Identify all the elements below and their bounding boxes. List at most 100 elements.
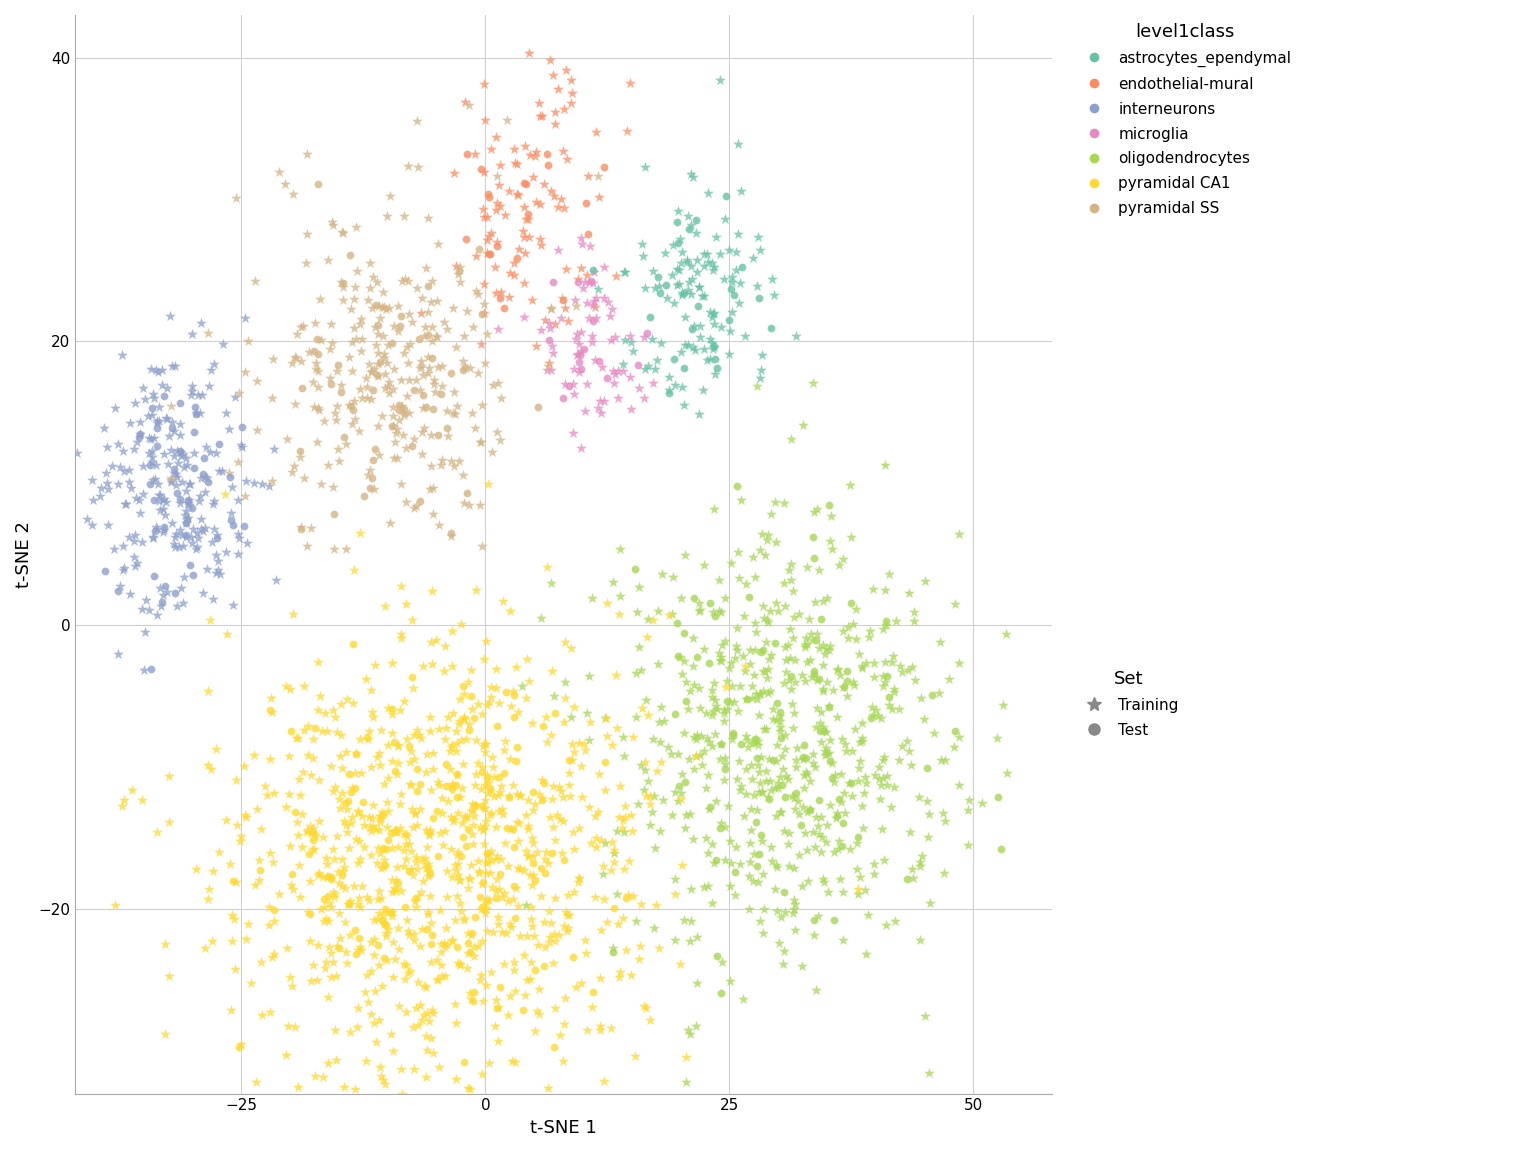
Point (536, 854, 561, 872)
Point (826, 832, 851, 850)
Point (146, 412, 170, 431)
Point (533, 864, 558, 882)
Point (224, 771, 249, 789)
Point (197, 880, 221, 899)
Point (324, 967, 349, 985)
Point (498, 182, 522, 200)
Point (468, 335, 493, 354)
Point (536, 933, 561, 952)
Point (567, 869, 591, 887)
Point (386, 737, 410, 756)
Point (511, 222, 536, 241)
Point (813, 746, 837, 765)
Point (172, 568, 197, 586)
Point (799, 626, 823, 644)
Point (831, 931, 856, 949)
Point (307, 290, 332, 309)
Point (633, 760, 657, 779)
Point (458, 990, 482, 1008)
Point (538, 313, 562, 332)
Point (748, 541, 773, 560)
Point (190, 584, 215, 602)
Point (453, 836, 478, 855)
Point (143, 518, 167, 537)
Point (341, 401, 366, 419)
Point (806, 817, 831, 835)
Point (366, 366, 390, 385)
Point (727, 294, 751, 312)
Point (866, 707, 891, 726)
Point (753, 546, 777, 564)
Point (621, 342, 645, 361)
Point (419, 272, 444, 290)
Point (783, 758, 808, 776)
Point (608, 539, 633, 558)
Point (183, 540, 207, 559)
Point (149, 597, 174, 615)
Point (759, 506, 783, 524)
Point (343, 779, 367, 797)
Point (226, 545, 250, 563)
Point (455, 145, 479, 164)
Point (642, 279, 667, 297)
Point (160, 418, 184, 437)
Point (101, 540, 126, 559)
Point (144, 456, 169, 475)
Point (751, 609, 776, 628)
Point (347, 888, 372, 907)
Point (495, 819, 519, 838)
Point (117, 461, 141, 479)
Point (633, 279, 657, 297)
Point (306, 174, 330, 192)
Point (748, 912, 773, 931)
Point (147, 501, 172, 520)
Point (475, 244, 499, 263)
Point (386, 919, 410, 938)
Point (794, 765, 819, 783)
Point (124, 432, 149, 450)
Point (542, 115, 567, 134)
Point (289, 318, 313, 336)
Point (559, 93, 584, 112)
Point (442, 457, 467, 476)
Point (763, 880, 788, 899)
Point (257, 897, 281, 916)
Point (734, 690, 759, 708)
Point (366, 325, 390, 343)
Point (131, 532, 155, 551)
Point (530, 790, 554, 809)
Point (346, 940, 370, 958)
Point (333, 879, 358, 897)
Point (364, 336, 389, 355)
Point (481, 376, 505, 394)
Point (568, 259, 593, 278)
Point (591, 1073, 616, 1091)
Point (802, 925, 826, 943)
Point (535, 707, 559, 726)
Point (475, 890, 499, 909)
Point (783, 894, 808, 912)
Point (393, 825, 418, 843)
Point (703, 691, 728, 710)
Point (485, 908, 510, 926)
Point (249, 953, 273, 971)
Point (362, 982, 387, 1000)
Point (478, 679, 502, 697)
Point (223, 387, 247, 406)
Point (332, 858, 356, 877)
Point (707, 750, 731, 768)
Point (877, 696, 902, 714)
Point (719, 302, 743, 320)
Point (152, 490, 177, 508)
Point (522, 961, 547, 979)
Point (554, 922, 579, 940)
Point (733, 727, 757, 745)
Point (404, 720, 429, 738)
Point (723, 619, 748, 637)
Point (897, 742, 922, 760)
Point (430, 967, 455, 985)
Point (475, 766, 499, 785)
Point (393, 493, 418, 511)
Point (806, 560, 831, 578)
Point (375, 818, 399, 836)
